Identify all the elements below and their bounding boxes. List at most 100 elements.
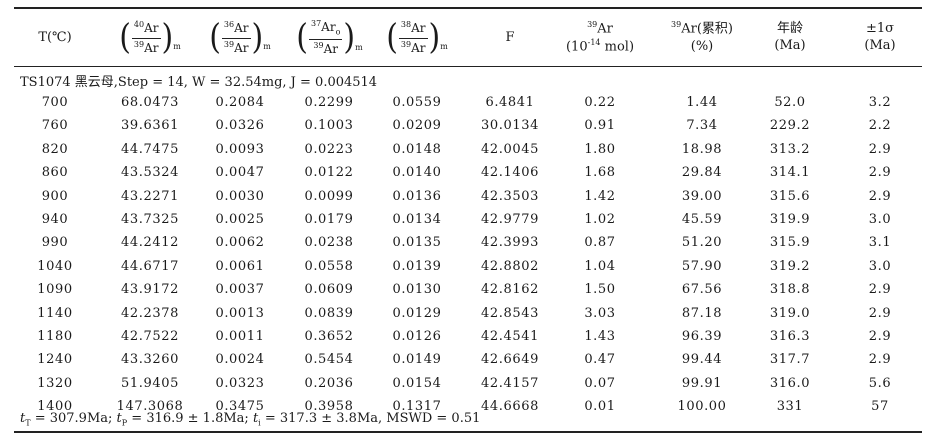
cell-f-value: 30.0134: [481, 118, 539, 134]
cell-ar39-cumulative: 67.56: [681, 282, 723, 298]
cell-temperature: 990: [41, 235, 69, 251]
cell-ratio-36-39: 0.0030: [215, 188, 265, 204]
cell-age: 229.2: [769, 118, 811, 134]
cell-temperature: 1140: [37, 305, 73, 321]
cell-ratio-40-39: 39.6361: [121, 118, 179, 134]
cell-temperature: 860: [41, 165, 69, 181]
cell-ar39-cumulative: 99.44: [681, 352, 723, 368]
cell-temperature: 1180: [37, 329, 73, 344]
cell-age: 331: [776, 399, 804, 415]
cell-ratio-38-39: 0.0136: [392, 188, 442, 204]
header-rule: [14, 66, 922, 67]
cell-error: 3.2: [868, 95, 892, 110]
table-row: 1040 44.6717 0.0061 0.0558 0.0139 42.8802 1.04…: [0, 255, 936, 278]
cell-ar39-cumulative: 99.91: [681, 375, 723, 391]
table-row: 900 43.2271 0.0030 0.0099 0.0136 42.3503 1.42 3…: [0, 185, 936, 208]
cell-error: 2.9: [868, 329, 892, 344]
table-row: 820 44.7475 0.0093 0.0223 0.0148 42.0045 1.80 1…: [0, 138, 936, 161]
cell-f-value: 42.3503: [481, 188, 539, 204]
cell-ratio-37-39: 0.2299: [304, 95, 354, 110]
cell-ar39-cumulative: 51.20: [681, 235, 723, 251]
table-row: 860 43.5324 0.0047 0.0122 0.0140 42.1406 1.68 2…: [0, 161, 936, 184]
cell-f-value: 44.6668: [481, 399, 539, 415]
cell-error: 2.9: [868, 141, 892, 157]
cell-temperature: 940: [41, 212, 69, 227]
bottom-rule: [14, 431, 922, 433]
cell-ratio-40-39: 43.9172: [121, 282, 179, 298]
cell-ar39-amount: 1.50: [584, 282, 616, 298]
cell-ratio-36-39: 0.0062: [215, 235, 265, 251]
cell-ar39-amount: 1.80: [584, 141, 616, 157]
cell-ratio-40-39: 68.0473: [121, 95, 179, 110]
cell-ar39-amount: 0.01: [584, 399, 616, 415]
cell-f-value: 42.8162: [481, 282, 539, 298]
header-temperature: T(℃): [20, 12, 90, 64]
cell-error: 3.0: [868, 258, 892, 274]
cell-f-value: 42.6649: [481, 352, 539, 368]
cell-ratio-38-39: 0.0140: [392, 165, 442, 181]
cell-ar39-amount: 1.68: [584, 165, 616, 181]
cell-ratio-36-39: 0.0093: [215, 141, 265, 157]
cell-error: 2.9: [868, 282, 892, 298]
cell-ratio-38-39: 0.0135: [392, 235, 442, 251]
header-age: 年龄 (Ma): [774, 21, 806, 53]
cell-ratio-36-39: 0.0025: [215, 212, 265, 227]
cell-ratio-36-39: 0.3475: [215, 399, 265, 415]
header-error: ±1σ (Ma): [864, 21, 896, 53]
cell-ar39-cumulative: 57.90: [681, 258, 723, 274]
header-37ar-39ar: ( 37Aro 39Ar ) m: [296, 17, 363, 58]
cell-ratio-38-39: 0.0130: [392, 282, 442, 298]
cell-age: 316.3: [769, 329, 811, 344]
cell-ar39-cumulative: 7.34: [686, 118, 718, 134]
cell-ratio-38-39: 0.1317: [392, 399, 442, 415]
cell-ar39-cumulative: 96.39: [681, 329, 723, 344]
cell-ratio-40-39: 51.9405: [121, 375, 179, 391]
cell-ar39-amount: 1.43: [584, 329, 616, 344]
cell-f-value: 42.4157: [481, 375, 539, 391]
cell-ratio-36-39: 0.0323: [215, 375, 265, 391]
cell-ratio-40-39: 43.3260: [121, 352, 179, 368]
footer-summary: tT = 307.9Ma; tP = 316.9 ± 1.8Ma; ti = 3…: [20, 411, 481, 428]
cell-error: 5.6: [868, 375, 892, 391]
cell-temperature: 1400: [37, 399, 73, 415]
cell-age: 316.0: [769, 375, 811, 391]
table-row: 940 43.7325 0.0025 0.0179 0.0134 42.9779 1.02 4…: [0, 208, 936, 231]
cell-temperature: 700: [41, 95, 69, 110]
cell-ratio-40-39: 147.3068: [116, 399, 184, 415]
cell-ratio-36-39: 0.0011: [215, 329, 265, 344]
cell-ratio-36-39: 0.0326: [215, 118, 265, 134]
cell-age: 317.7: [769, 352, 811, 368]
table-row: 1320 51.9405 0.0323 0.2036 0.0154 42.4157 0.07…: [0, 372, 936, 395]
cell-error: 57: [871, 399, 889, 415]
cell-age: 319.0: [769, 305, 811, 321]
cell-ratio-36-39: 0.0013: [215, 305, 265, 321]
sample-info: TS1074 黑云母,Step = 14, W = 32.54mg, J = 0…: [20, 75, 378, 90]
cell-ratio-38-39: 0.0126: [392, 329, 442, 344]
cell-ratio-37-39: 0.1003: [304, 118, 354, 134]
cell-ratio-36-39: 0.0047: [215, 165, 265, 181]
table-row: 700 68.0473 0.2084 0.2299 0.0559 6.4841 0.22 1.…: [0, 91, 936, 114]
cell-ratio-37-39: 0.0122: [304, 165, 354, 181]
open-paren: (: [119, 17, 131, 58]
cell-ar39-cumulative: 100.00: [677, 399, 727, 415]
cell-age: 314.1: [769, 165, 811, 181]
cell-error: 2.9: [868, 165, 892, 181]
cell-ar39-amount: 0.22: [584, 95, 616, 110]
cell-ar39-cumulative: 87.18: [681, 305, 723, 321]
cell-ratio-36-39: 0.0024: [215, 352, 265, 368]
cell-ratio-40-39: 43.7325: [121, 212, 179, 227]
header-f: F: [505, 29, 515, 45]
table-row: 1140 42.2378 0.0013 0.0839 0.0129 42.8543 3.03…: [0, 302, 936, 325]
cell-ratio-40-39: 43.2271: [121, 188, 179, 204]
header-39ar-amount: 39Ar (10-14 mol): [565, 19, 635, 55]
cell-ratio-40-39: 43.5324: [121, 165, 179, 181]
cell-age: 52.0: [774, 95, 806, 110]
cell-ar39-cumulative: 39.00: [681, 188, 723, 204]
header-temperature-label: T(℃): [38, 29, 72, 45]
cell-age: 319.9: [769, 212, 811, 227]
cell-age: 318.8: [769, 282, 811, 298]
top-rule: [14, 7, 922, 9]
cell-ratio-38-39: 0.0209: [392, 118, 442, 134]
cell-ar39-amount: 0.07: [584, 375, 616, 391]
